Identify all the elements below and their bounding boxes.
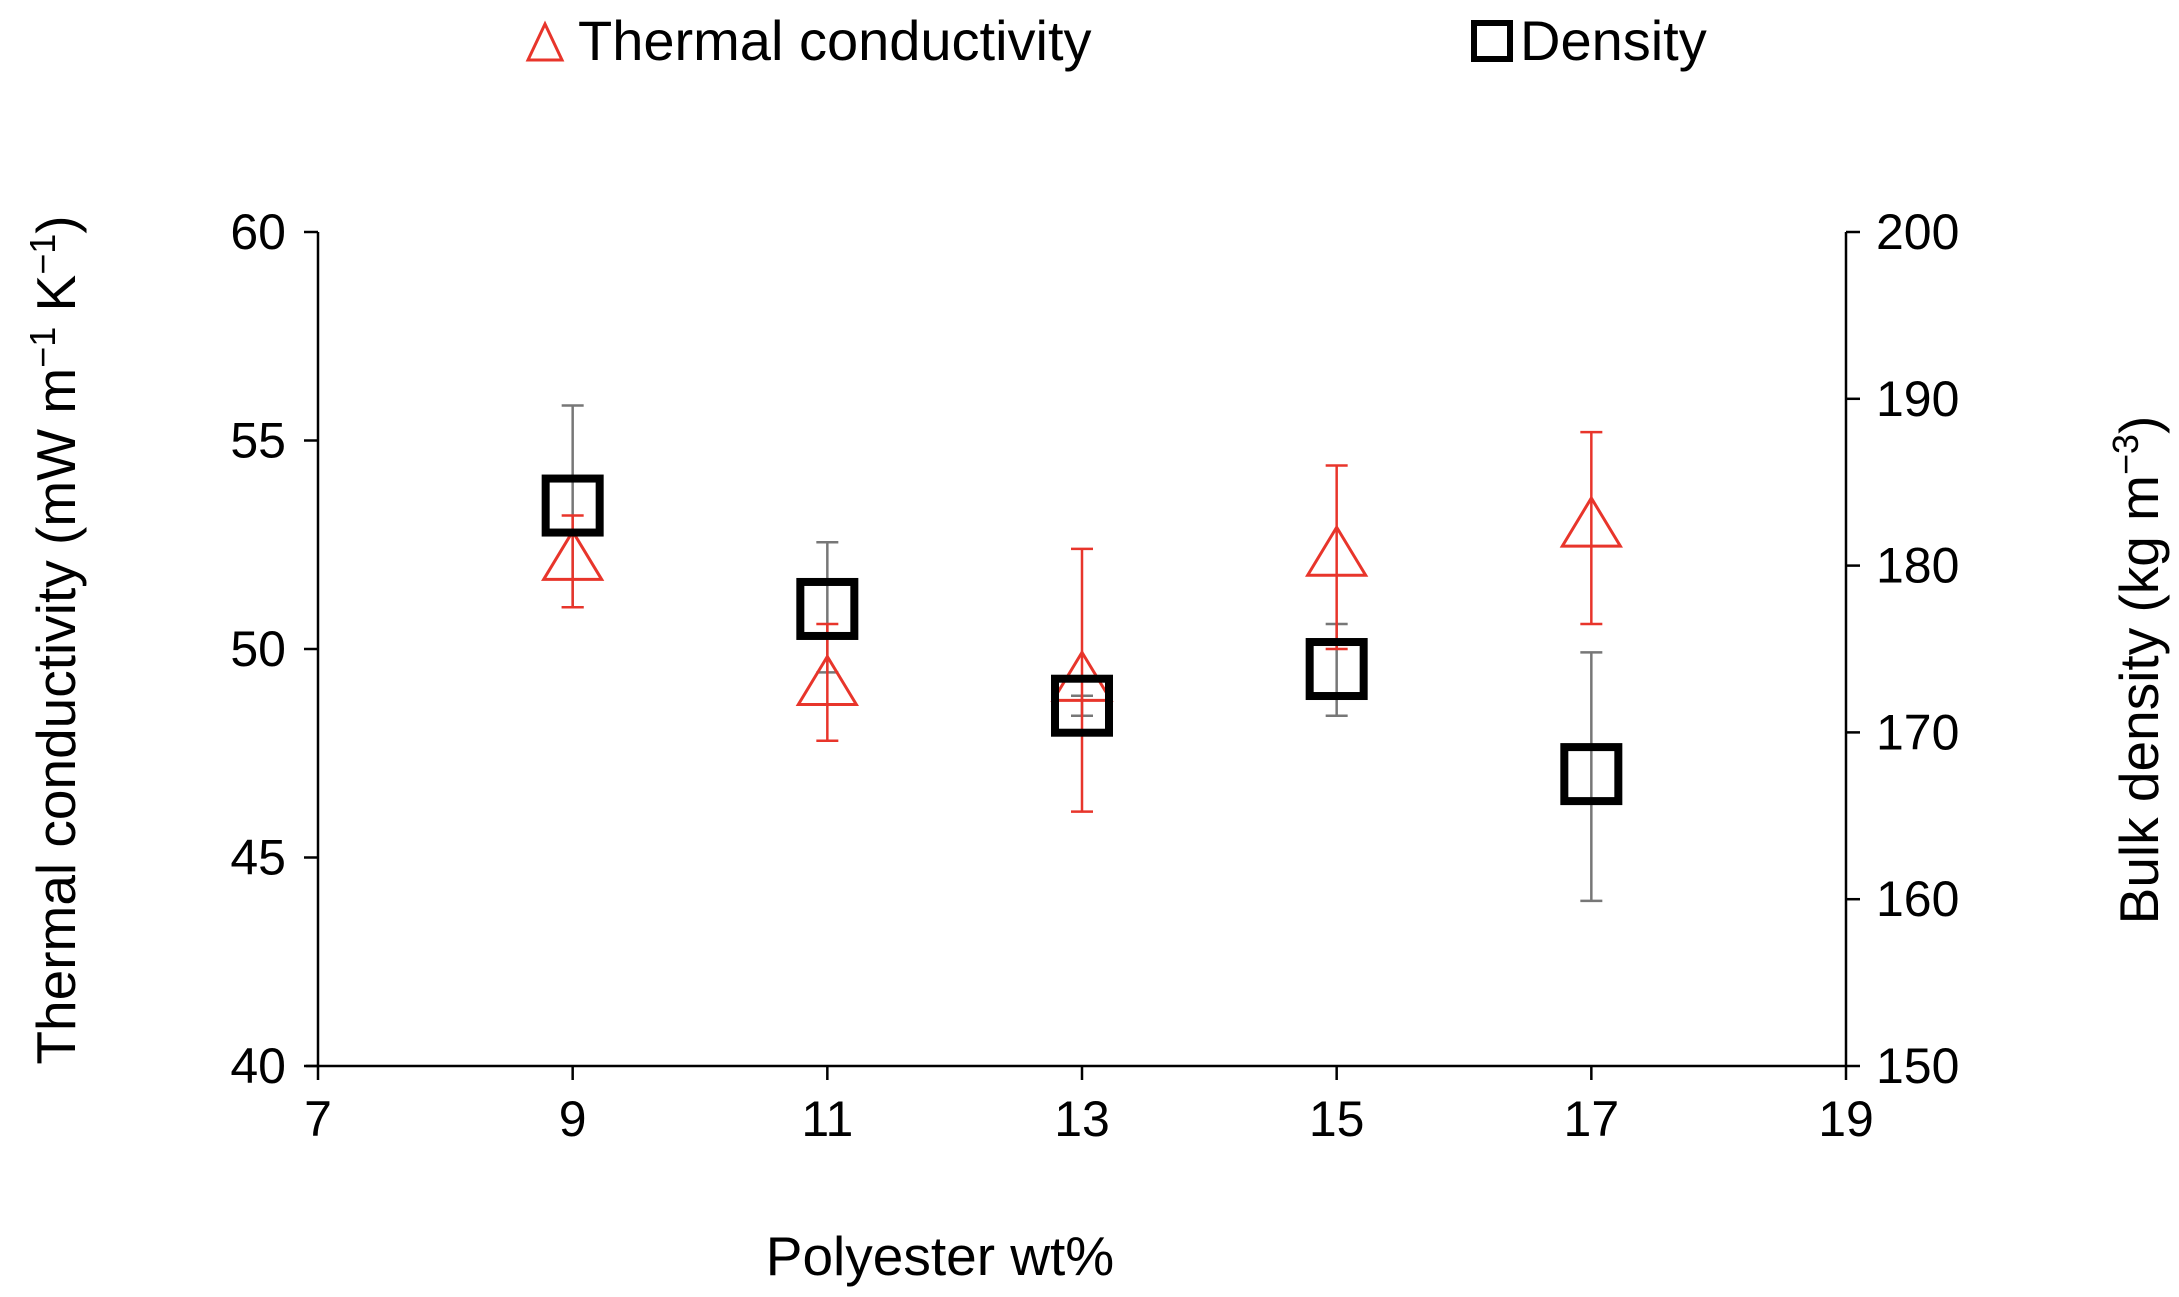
right-y-tick-label: 200	[1876, 204, 1959, 260]
x-tick-label: 11	[801, 1091, 853, 1147]
thermal-conductivity-point	[1305, 524, 1369, 577]
left-y-title-end: )	[25, 215, 87, 233]
x-tick-label: 13	[1054, 1091, 1110, 1147]
x-axis-title: Polyester wt%	[766, 1225, 1114, 1287]
x-tick-label: 17	[1564, 1091, 1620, 1147]
density-point	[1051, 674, 1113, 737]
left-y-ticks: 40 45 50 55 60	[230, 204, 318, 1094]
right-y-tick-label: 190	[1876, 371, 1959, 427]
legend: Thermal conductivity Density	[525, 9, 1707, 72]
right-y-tick-label: 170	[1876, 704, 1959, 760]
left-y-title-mid: K	[25, 274, 87, 326]
legend-triangle-marker	[525, 20, 565, 62]
left-y-tick-label: 45	[230, 830, 286, 886]
left-y-tick-label: 40	[230, 1038, 286, 1094]
error-bars	[561, 404, 1603, 903]
right-y-tick-label: 150	[1876, 1038, 1959, 1094]
left-y-title-main: Thermal conductivity (mW m	[25, 368, 87, 1065]
axes	[306, 232, 1848, 1068]
markers	[541, 474, 1623, 806]
left-y-axis-title: Thermal conductivity (mW m−1 K−1)	[22, 215, 88, 1064]
x-tick-label: 9	[559, 1091, 587, 1147]
right-y-title-main: Bulk density (kg m	[2108, 475, 2170, 924]
legend-label-thermal-conductivity: Thermal conductivity	[578, 9, 1092, 72]
legend-square-marker	[1471, 20, 1513, 62]
density-point	[1560, 743, 1623, 806]
density-point	[541, 474, 604, 537]
right-y-tick-label: 180	[1876, 538, 1959, 594]
x-tick-label: 19	[1818, 1091, 1874, 1147]
density-point	[1305, 638, 1368, 701]
x-tick-label: 15	[1309, 1091, 1365, 1147]
x-ticks: 7 9 11 13 15 17 19	[304, 1066, 1874, 1147]
right-y-tick-label: 160	[1876, 871, 1959, 927]
right-y-ticks: 150 160 170 180 190 200	[1846, 204, 1959, 1094]
density-point	[796, 577, 859, 640]
x-tick-label: 7	[304, 1091, 332, 1147]
left-y-tick-label: 50	[230, 621, 286, 677]
left-y-tick-label: 60	[230, 204, 286, 260]
legend-label-density: Density	[1520, 9, 1707, 72]
thermal-conductivity-point	[1559, 495, 1623, 548]
right-y-axis-title: Bulk density (kg m−3)	[2105, 416, 2171, 925]
left-y-tick-label: 55	[230, 413, 286, 469]
thermal-conductivity-point	[541, 528, 605, 581]
right-y-title-end: )	[2108, 416, 2170, 434]
thermal-conductivity-point	[795, 653, 859, 707]
left-y-title-sup2: −1	[22, 234, 63, 275]
right-y-title-sup: −3	[2105, 434, 2146, 475]
left-y-title-sup1: −1	[22, 327, 63, 368]
